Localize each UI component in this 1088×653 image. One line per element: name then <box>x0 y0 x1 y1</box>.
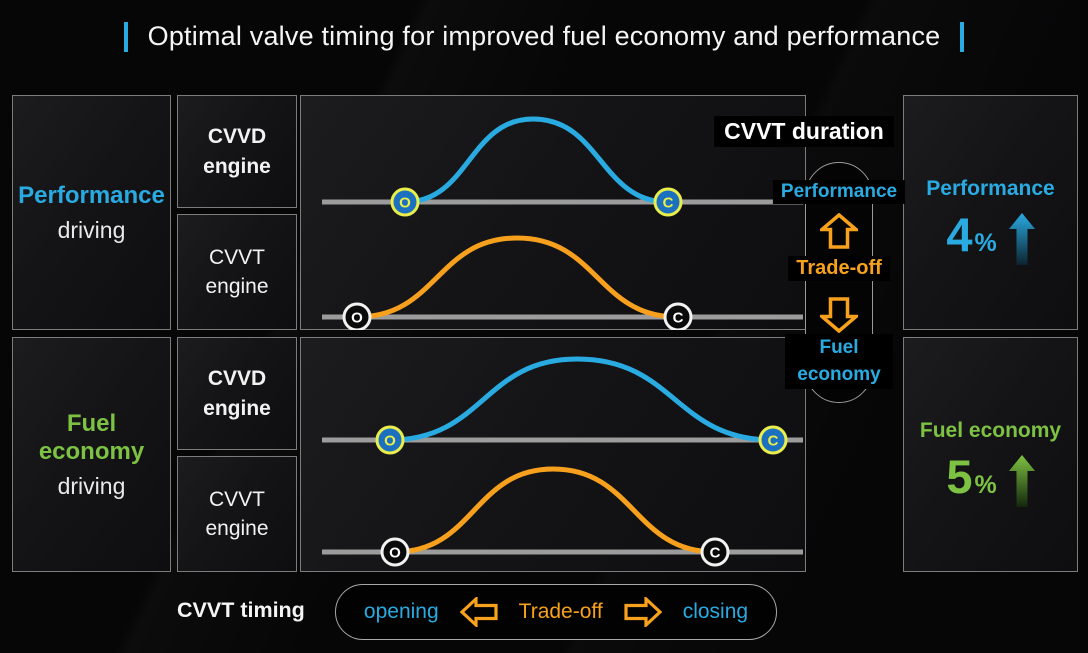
valve-open-marker-label: O <box>399 195 411 212</box>
title-accent-bar-right <box>960 21 965 52</box>
page-title: Optimal valve timing for improved fuel e… <box>0 21 1088 52</box>
valve-open-marker <box>375 425 405 455</box>
fuel-economy-driving-box: Fuel economy driving <box>12 337 171 572</box>
capsule-performance-label: Performance <box>772 180 906 204</box>
tradeoff-down-arrow-icon <box>820 297 858 333</box>
title-accent-bar-left <box>123 21 128 52</box>
performance-up-arrow-icon <box>1008 212 1035 265</box>
performance-result-value: 4 <box>946 207 973 261</box>
fuel-economy-result-unit: % <box>974 470 997 499</box>
fuel-economy-chart-panel <box>300 337 806 572</box>
valve-close-marker-label: C <box>663 195 674 212</box>
cvvd-engine-label-line2: engine <box>203 396 271 420</box>
valve-close-marker-label: C <box>710 545 721 562</box>
valve-close-marker <box>700 537 730 567</box>
legend-closing-label: closing <box>682 600 749 623</box>
performance-driving-label: Performance <box>18 181 165 209</box>
cvvt-engine-box-row1: CVVT engine <box>177 214 297 330</box>
performance-result-unit: % <box>974 228 997 257</box>
valve-close-marker <box>758 425 788 455</box>
cvvt-timing-label: CVVT timing <box>177 598 305 622</box>
cvvt-duration-label: CVVT duration <box>714 116 894 147</box>
performance-driving-sublabel: driving <box>57 216 126 243</box>
fuel-economy-valve-lift-chart: O C O C <box>322 356 803 567</box>
cvvd-valve-lift-curve <box>387 356 776 443</box>
valve-open-marker <box>342 302 372 330</box>
capsule-tradeoff-label: Trade-off <box>788 256 890 281</box>
performance-result-title: Performance <box>926 176 1055 200</box>
legend-tradeoff-label: Trade-off <box>518 600 603 623</box>
cvvd-engine-box-row1: CVVD engine <box>177 95 297 208</box>
valve-open-marker-label: O <box>384 433 396 450</box>
cvvt-valve-lift-curve <box>392 466 718 555</box>
valve-open-marker-label: O <box>351 310 363 327</box>
valve-open-marker <box>390 187 420 217</box>
valve-open-marker-label: O <box>389 545 401 562</box>
performance-driving-box: Performance driving <box>12 95 171 330</box>
fuel-economy-driving-label: Fuel economy <box>38 409 145 465</box>
valve-close-marker <box>663 302 693 330</box>
capsule-fuel-economy-label: Fuel economy <box>785 334 893 390</box>
performance-valve-lift-chart: O C O C <box>322 116 803 330</box>
cvvd-valve-lift-curve <box>402 116 671 205</box>
cvvt-engine-label-line2: engine <box>205 517 269 540</box>
cvvd-engine-box-row2: CVVD engine <box>177 337 297 450</box>
legend-left-arrow-icon <box>459 597 498 627</box>
cvvd-engine-label-line1: CVVD <box>207 125 267 149</box>
cvvt-valve-lift-curve <box>354 235 681 320</box>
performance-result-box: Performance 4 % <box>903 95 1078 330</box>
legend-right-arrow-icon <box>624 597 662 627</box>
fuel-economy-driving-sublabel: driving <box>57 472 126 499</box>
legend-opening-label: opening <box>363 600 439 623</box>
valve-close-marker-label: C <box>673 310 684 327</box>
cvvt-timing-legend: opening Trade-off closing <box>335 584 777 640</box>
fuel-economy-result-title: Fuel economy <box>919 418 1062 442</box>
cvvd-engine-label-line2: engine <box>203 154 271 178</box>
cvvt-engine-label-line1: CVVT <box>208 487 265 511</box>
valve-close-marker-label: C <box>768 433 779 450</box>
valve-open-marker <box>380 537 410 567</box>
page-title-text: Optimal valve timing for improved fuel e… <box>147 21 941 51</box>
tradeoff-up-arrow-icon <box>820 213 858 249</box>
fuel-economy-result-value: 5 <box>946 449 973 503</box>
cvvt-engine-box-row2: CVVT engine <box>177 456 297 572</box>
cvvt-engine-label-line2: engine <box>205 275 269 298</box>
cvvd-engine-label-line1: CVVD <box>207 367 267 391</box>
fuel-economy-up-arrow-icon <box>1008 454 1035 507</box>
fuel-economy-result-box: Fuel economy 5 % <box>903 337 1078 572</box>
valve-close-marker <box>653 187 683 217</box>
cvvt-engine-label-line1: CVVT <box>208 245 265 269</box>
